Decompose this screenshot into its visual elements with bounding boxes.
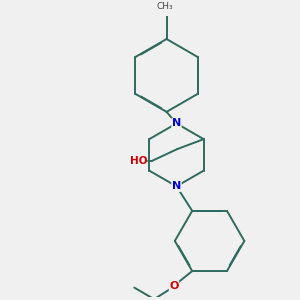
Text: N: N: [172, 118, 181, 128]
Text: CH₃: CH₃: [157, 2, 173, 11]
Text: N: N: [172, 181, 181, 191]
Text: O: O: [169, 281, 179, 291]
Text: HO: HO: [130, 156, 147, 166]
